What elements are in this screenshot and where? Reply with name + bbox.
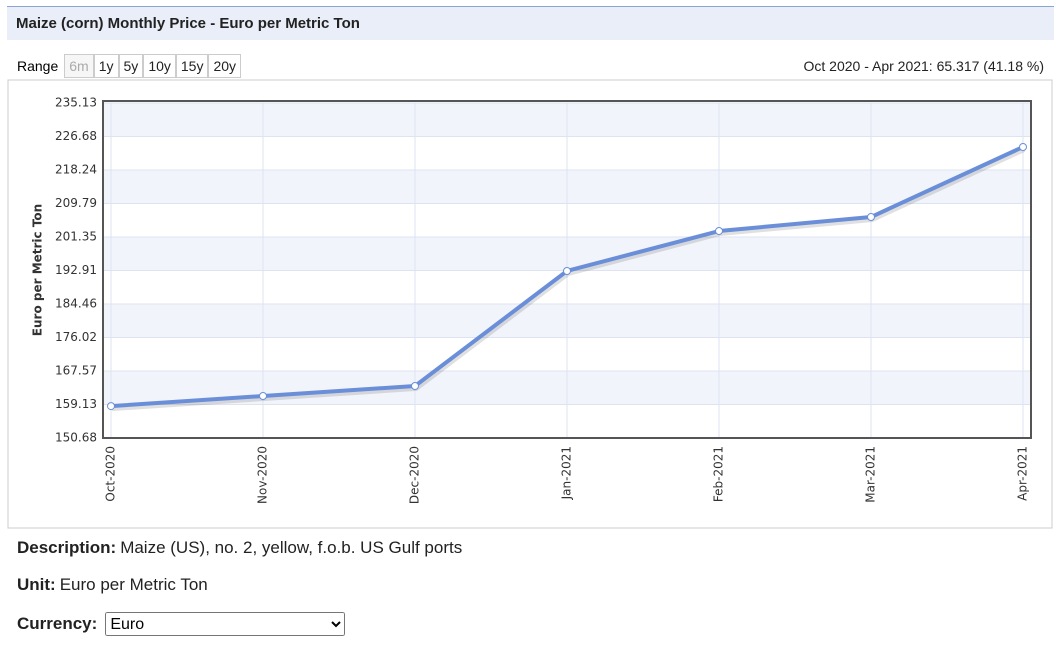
y-tick-label: 184.46 xyxy=(55,297,97,311)
range-button[interactable]: 15y xyxy=(175,54,209,78)
x-tick-label: Feb-2021 xyxy=(712,446,726,502)
point xyxy=(867,213,875,222)
point xyxy=(715,227,723,236)
point xyxy=(1019,142,1027,151)
x-tick-label: Jan-2021 xyxy=(560,446,574,500)
range-button[interactable]: 1y xyxy=(93,54,119,78)
x-tick-label: Dec-2020 xyxy=(408,446,422,504)
range-button[interactable]: 20y xyxy=(208,54,242,78)
y-tick-label: 218.24 xyxy=(55,163,97,177)
plot-border xyxy=(102,100,1032,439)
x-tick-label: Mar-2021 xyxy=(864,446,878,503)
y-tick-label: 176.02 xyxy=(55,330,97,344)
chart-title: Maize (corn) Monthly Price - Euro per Me… xyxy=(7,6,1054,40)
point xyxy=(563,266,571,275)
y-tick-label: 209.79 xyxy=(55,196,97,210)
y-tick-label: 226.68 xyxy=(55,129,97,143)
chart: Euro per Metric Ton 150.68 159.13 167.57 17… xyxy=(7,79,1053,529)
currency-label: Currency: xyxy=(17,613,98,633)
unit: Unit: Euro per Metric Ton xyxy=(17,575,208,595)
unit-text: Euro per Metric Ton xyxy=(59,575,208,594)
point xyxy=(107,402,115,411)
point xyxy=(411,381,419,390)
range-button[interactable]: 6m xyxy=(64,54,94,78)
x-tick-label: Nov-2020 xyxy=(256,446,270,504)
range-button[interactable]: 10y xyxy=(143,54,176,78)
x-tick-label: Oct-2020 xyxy=(104,446,118,502)
y-tick-label: 159.13 xyxy=(55,397,97,411)
range-selector: Range 6m 1y 5y 10y 15y 20y xyxy=(17,54,242,78)
y-tick-label: 235.13 xyxy=(55,96,97,110)
range-label: Range xyxy=(17,58,59,74)
description-label: Description: xyxy=(17,538,117,557)
currency: Currency: Euro xyxy=(17,612,346,636)
point xyxy=(259,391,267,400)
range-summary: Oct 2020 - Apr 2021: 65.317 (41.18 %) xyxy=(803,58,1045,74)
y-tick-label: 201.35 xyxy=(55,230,97,244)
range-buttons: 6m 1y 5y 10y 15y 20y xyxy=(64,54,242,78)
range-button[interactable]: 5y xyxy=(118,54,144,78)
description: Description: Maize (US), no. 2, yellow, f… xyxy=(17,538,462,558)
unit-label: Unit: xyxy=(17,575,56,594)
x-tick-label: Apr-2021 xyxy=(1016,446,1030,501)
description-text: Maize (US), no. 2, yellow, f.o.b. US Gul… xyxy=(120,538,463,557)
currency-select[interactable]: Euro xyxy=(105,612,346,636)
y-tick-label: 150.68 xyxy=(55,431,97,445)
y-tick-label: 167.57 xyxy=(55,364,97,378)
y-axis-title: Euro per Metric Ton xyxy=(31,204,45,336)
y-tick-label: 192.91 xyxy=(55,263,97,277)
